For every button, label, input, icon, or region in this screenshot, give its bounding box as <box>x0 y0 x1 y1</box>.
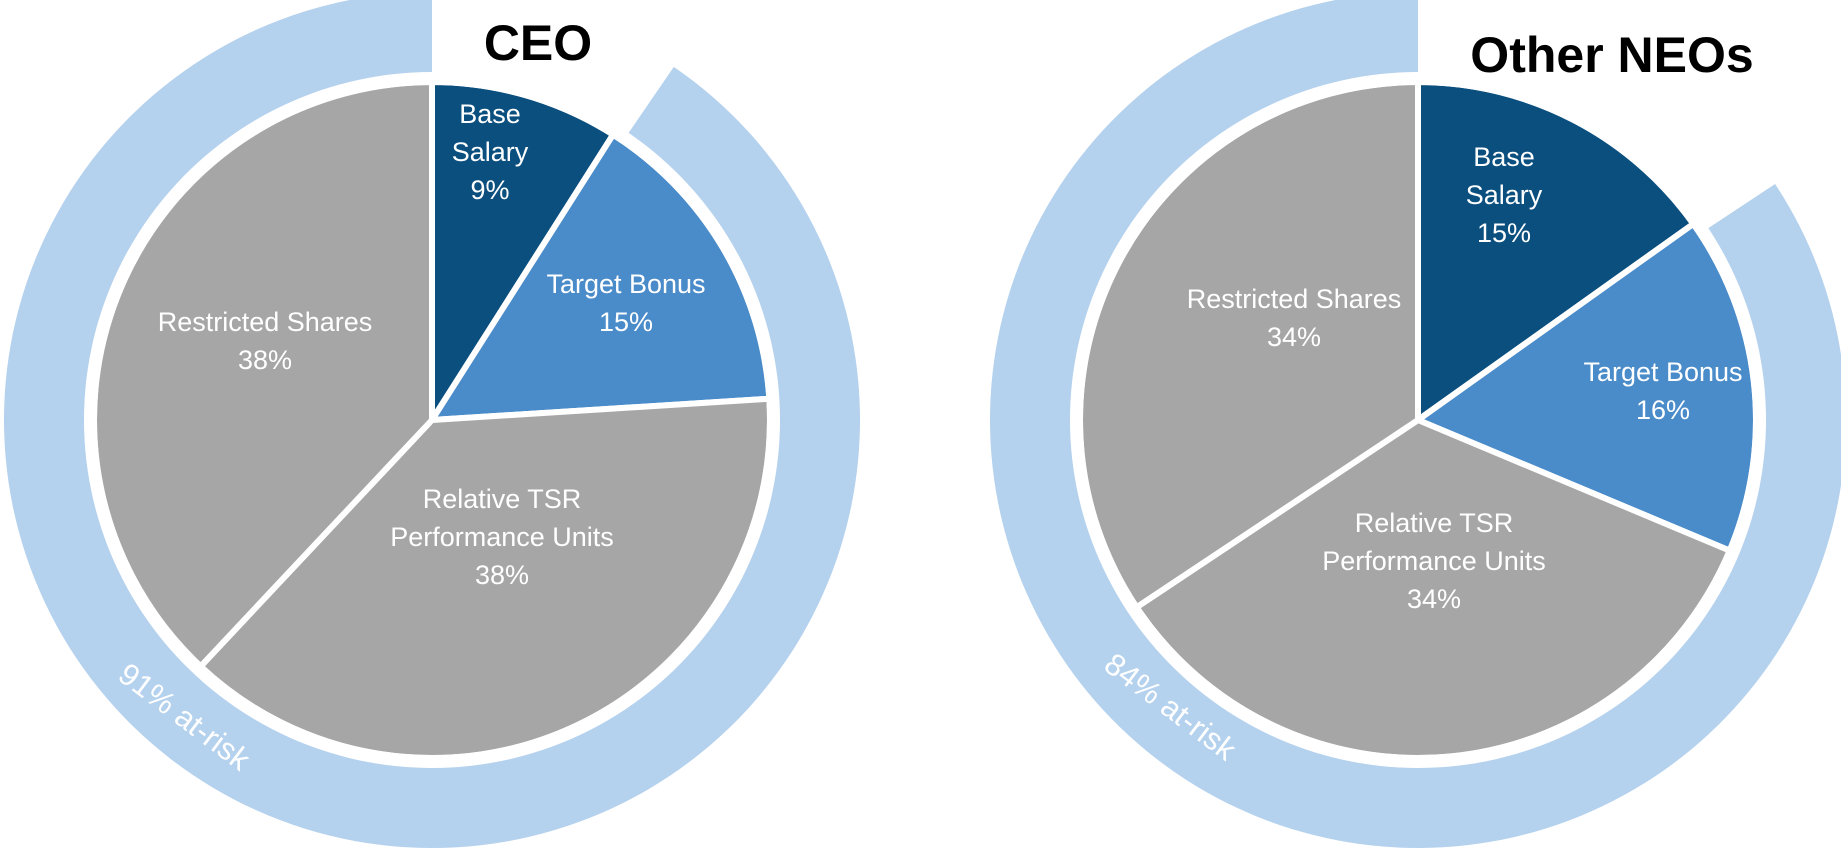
slice-label: Base Salary 15% <box>1466 142 1543 248</box>
chart-title: Other NEOs <box>1470 27 1753 83</box>
other-neos-pay-mix-chart: Base Salary 15% Target Bonus 16% Relative TSR… <box>990 0 1841 848</box>
pie-rim <box>91 79 773 761</box>
slice-label: Restricted Shares 38% <box>158 307 373 375</box>
pie-rim <box>1077 79 1759 761</box>
ceo-pay-mix-chart: Base Salary 9%Target Bonus 15% Relative TSR P… <box>4 0 860 848</box>
slice-label: Target Bonus 16% <box>1583 357 1742 425</box>
slice-label: Target Bonus 15% <box>546 269 705 337</box>
slice-label: Base Salary 9% <box>452 99 529 205</box>
slice-label: Restricted Shares 34% <box>1187 284 1402 352</box>
slice-label: Relative TSR Performance Units 38% <box>390 484 614 590</box>
chart-title: CEO <box>484 15 592 71</box>
slice-label: Relative TSR Performance Units 34% <box>1322 508 1546 614</box>
